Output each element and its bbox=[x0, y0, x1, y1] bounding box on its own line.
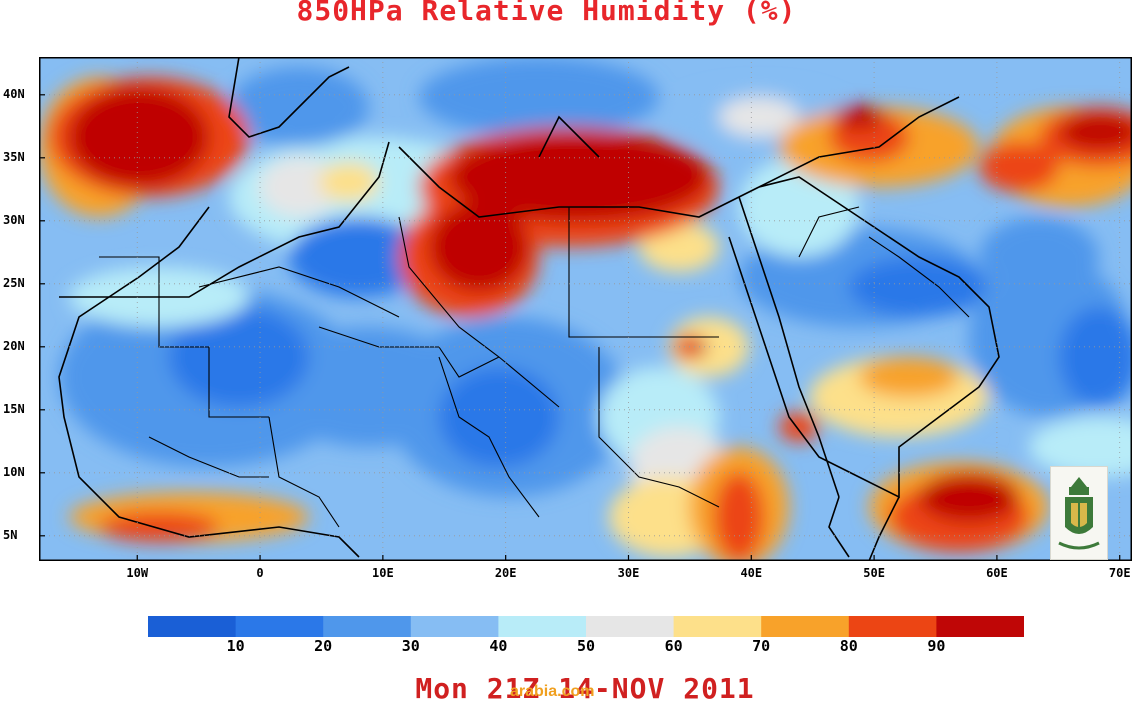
lon-tick-label: 40E bbox=[740, 566, 763, 580]
colorbar-swatch bbox=[761, 616, 850, 637]
lon-tick-label: 10E bbox=[372, 566, 394, 580]
lat-tick-label: 5N bbox=[3, 527, 18, 542]
colorbar-label: 60 bbox=[664, 637, 683, 655]
axis-ticks bbox=[39, 94, 1121, 561]
lon-tick-label: 70E bbox=[1108, 566, 1131, 580]
colorbar-label: 90 bbox=[927, 637, 946, 655]
colorbar-label: 20 bbox=[314, 637, 333, 655]
valid-time-label: Mon 21Z 14-NOV 2011 bbox=[415, 672, 755, 705]
colorbar-label: 30 bbox=[401, 637, 420, 655]
lon-tick-label: 60E bbox=[986, 566, 1008, 580]
lat-tick-label: 10N bbox=[3, 464, 25, 479]
lon-tick-label: 10W bbox=[126, 566, 149, 580]
lat-tick-label: 35N bbox=[3, 149, 25, 164]
colorbar-label: 40 bbox=[489, 637, 508, 655]
colorbar-swatch bbox=[848, 616, 937, 637]
lat-tick-label: 30N bbox=[3, 212, 25, 227]
lat-tick-label: 20N bbox=[3, 338, 25, 353]
colorbar-swatch bbox=[323, 616, 412, 637]
colorbar-swatch bbox=[673, 616, 762, 637]
humidity-map-canvas bbox=[39, 57, 1132, 561]
university-seal-icon bbox=[1050, 466, 1108, 560]
coastlines bbox=[58, 57, 1000, 561]
lon-tick-label: 50E bbox=[863, 566, 885, 580]
colorbar-label: 70 bbox=[752, 637, 771, 655]
lon-tick-label: 30E bbox=[617, 566, 640, 580]
colorbar-label: 80 bbox=[839, 637, 858, 655]
map-frame bbox=[39, 57, 1132, 561]
colorbar-swatch bbox=[235, 616, 324, 637]
colorbar-swatch bbox=[148, 616, 237, 637]
colorbar-swatch bbox=[498, 616, 587, 637]
lat-tick-label: 25N bbox=[3, 275, 25, 290]
lat-tick-label: 15N bbox=[3, 401, 25, 416]
map-title: 850HPa Relative Humidity (%) bbox=[296, 0, 797, 27]
lat-tick-label: 40N bbox=[3, 86, 25, 101]
colorbar-swatch bbox=[936, 616, 1024, 637]
colorbar-swatch bbox=[586, 616, 675, 637]
watermark: arabia.com bbox=[510, 683, 595, 700]
colorbar-label: 10 bbox=[226, 637, 245, 655]
humidity-map bbox=[39, 57, 1132, 561]
lon-tick-label: 20E bbox=[494, 566, 517, 580]
colorbar-label: 50 bbox=[576, 637, 596, 655]
colorbar-swatch bbox=[410, 616, 499, 637]
graticule bbox=[39, 57, 1132, 561]
colorbar bbox=[148, 616, 1024, 637]
lon-tick-label: 0 bbox=[256, 566, 264, 580]
